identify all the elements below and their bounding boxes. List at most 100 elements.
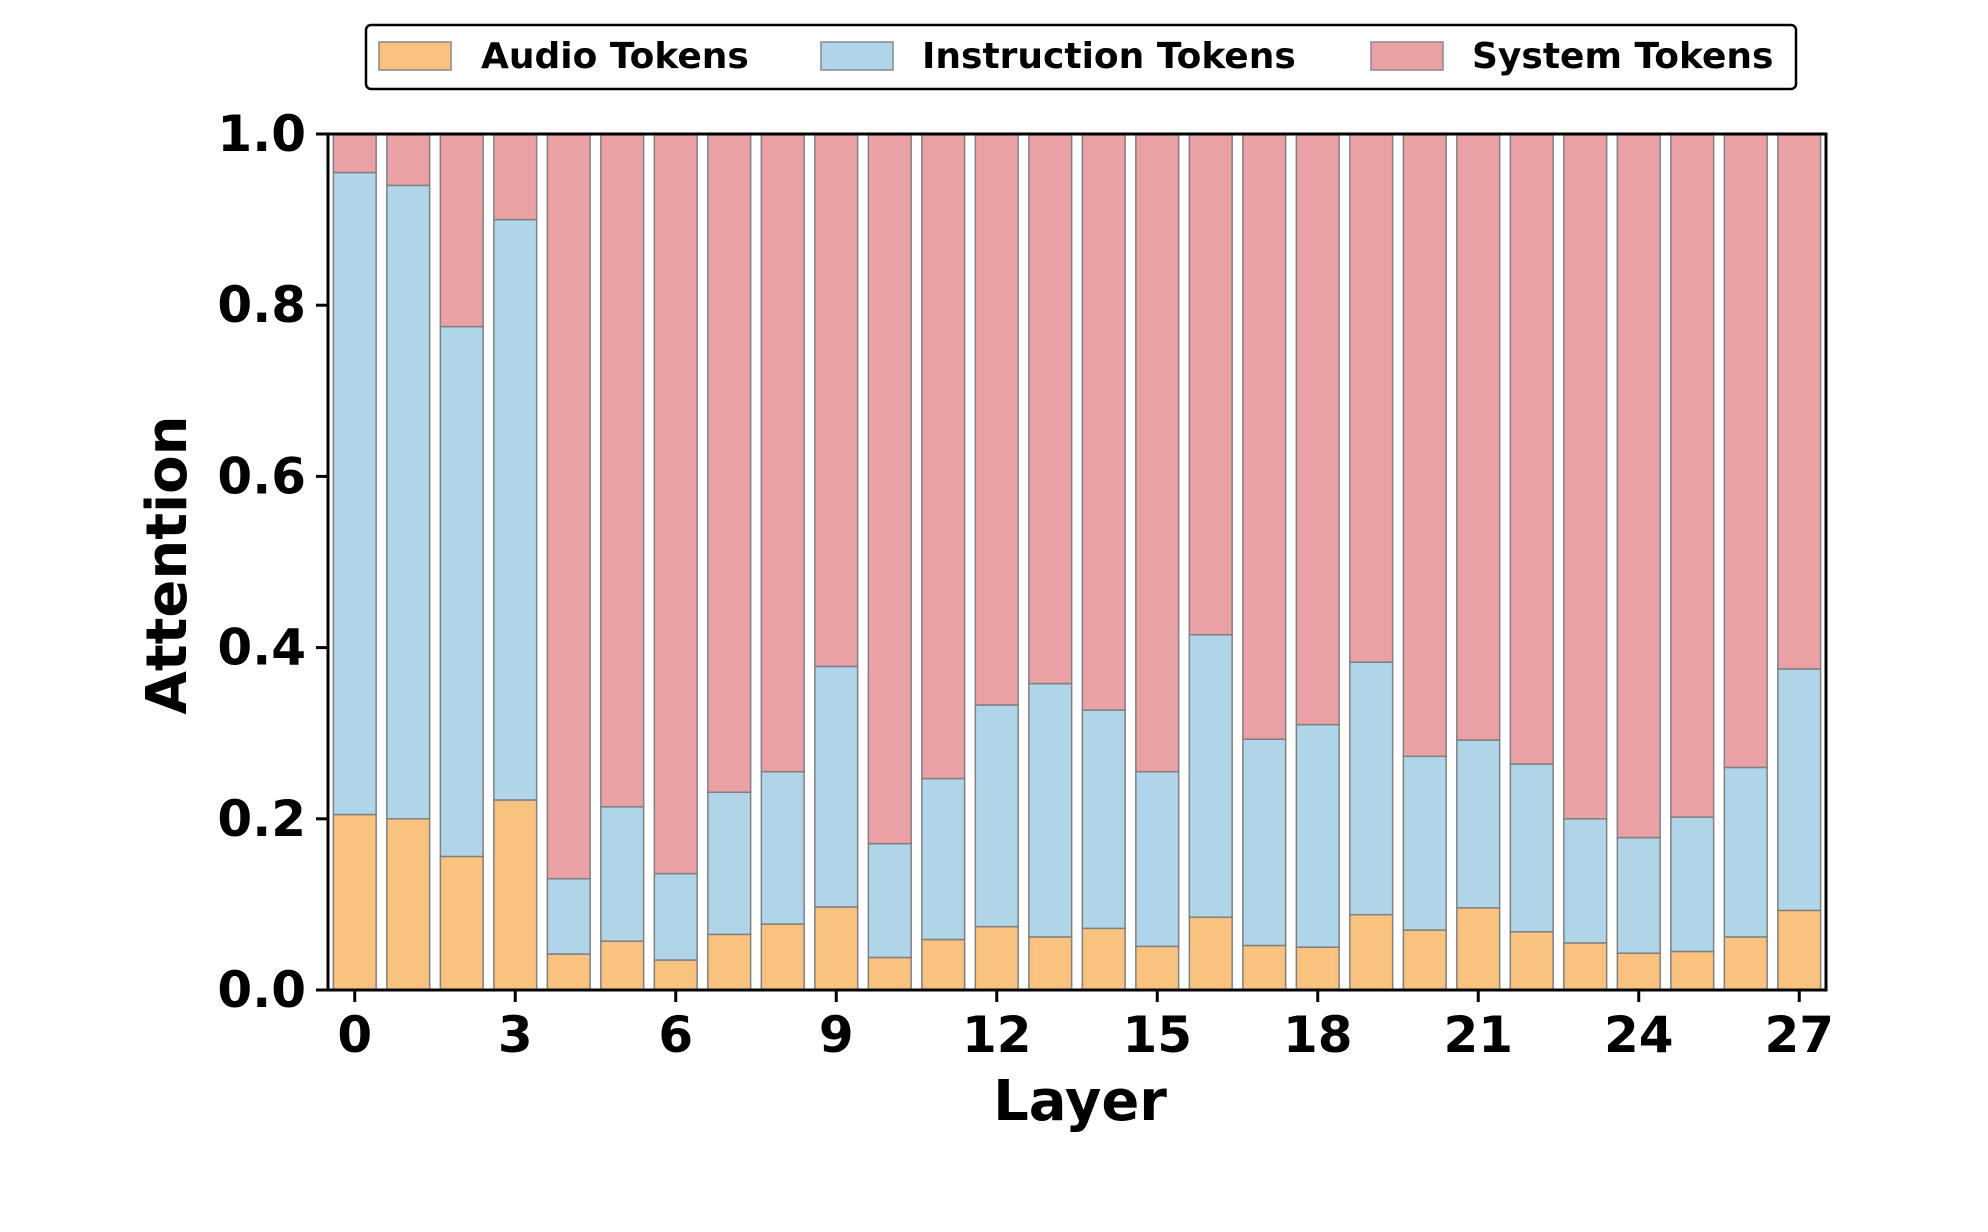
bar-instruction-tokens-layer-12 — [974, 704, 1019, 928]
bar-audio-tokens-layer-3 — [493, 799, 538, 991]
bar-audio-tokens-layer-0 — [332, 813, 377, 991]
bar-instruction-tokens-layer-15 — [1135, 770, 1180, 948]
legend-frame — [364, 23, 1798, 91]
legend-label-instruction-tokens: Instruction Tokens — [922, 36, 1296, 77]
y-tick-label: 0.0 — [217, 961, 306, 1019]
bar-system-tokens-layer-24 — [1616, 133, 1661, 839]
bar-audio-tokens-layer-6 — [653, 959, 698, 991]
legend-label-system-tokens: System Tokens — [1472, 36, 1773, 77]
bar-instruction-tokens-layer-2 — [439, 325, 484, 858]
x-axis-ticks: 0 3 6 9 12 15 18 21 24 27 — [337, 990, 1834, 1064]
bar-instruction-tokens-layer-19 — [1349, 661, 1394, 916]
bar-system-tokens-layer-4 — [546, 133, 591, 880]
x-tick-label: 0 — [337, 1006, 372, 1064]
bar-system-tokens-layer-3 — [493, 133, 538, 221]
bar-system-tokens-layer-5 — [600, 133, 645, 808]
bar-audio-tokens-layer-12 — [974, 925, 1019, 991]
bar-audio-tokens-layer-1 — [386, 818, 431, 991]
bar-audio-tokens-layer-5 — [600, 940, 645, 991]
bar-system-tokens-layer-0 — [332, 133, 377, 174]
x-tick-label: 6 — [658, 1006, 693, 1064]
y-tick-label: 0.8 — [217, 276, 306, 334]
bar-instruction-tokens-layer-16 — [1188, 634, 1233, 918]
bar-instruction-tokens-layer-7 — [707, 791, 752, 936]
bar-system-tokens-layer-25 — [1670, 133, 1715, 818]
bar-audio-tokens-layer-15 — [1135, 945, 1180, 991]
bar-system-tokens-layer-11 — [921, 133, 966, 780]
bar-system-tokens-layer-7 — [707, 133, 752, 794]
bar-audio-tokens-layer-14 — [1081, 927, 1126, 991]
y-axis-label: Attention — [135, 415, 200, 714]
bar-audio-tokens-layer-24 — [1616, 952, 1661, 991]
bar-audio-tokens-layer-18 — [1295, 946, 1340, 991]
bar-audio-tokens-layer-22 — [1509, 931, 1554, 991]
bar-system-tokens-layer-22 — [1509, 133, 1554, 765]
bar-instruction-tokens-layer-10 — [867, 842, 912, 959]
bar-audio-tokens-layer-17 — [1242, 944, 1287, 991]
bar-system-tokens-layer-27 — [1777, 133, 1822, 670]
x-tick-label: 21 — [1443, 1006, 1513, 1064]
legend-swatch-audio-tokens — [378, 41, 452, 71]
y-tick-label: 1.0 — [217, 105, 306, 163]
bar-system-tokens-layer-21 — [1456, 133, 1501, 741]
x-tick-label: 12 — [962, 1006, 1032, 1064]
bar-system-tokens-layer-9 — [814, 133, 859, 668]
bar-system-tokens-layer-17 — [1242, 133, 1287, 740]
bar-instruction-tokens-layer-3 — [493, 218, 538, 801]
bar-system-tokens-layer-23 — [1563, 133, 1608, 820]
bar-system-tokens-layer-15 — [1135, 133, 1180, 773]
bar-instruction-tokens-layer-0 — [332, 171, 377, 816]
bar-audio-tokens-layer-27 — [1777, 909, 1822, 991]
bar-instruction-tokens-layer-23 — [1563, 818, 1608, 944]
x-tick-label: 24 — [1604, 1006, 1674, 1064]
bar-audio-tokens-layer-2 — [439, 855, 484, 991]
bars-layer — [332, 133, 1822, 991]
bar-instruction-tokens-layer-14 — [1081, 709, 1126, 930]
x-tick-label: 9 — [819, 1006, 854, 1064]
bar-instruction-tokens-layer-24 — [1616, 836, 1661, 954]
bar-audio-tokens-layer-21 — [1456, 907, 1501, 991]
bar-system-tokens-layer-8 — [760, 133, 805, 773]
bar-instruction-tokens-layer-5 — [600, 806, 645, 942]
bar-audio-tokens-layer-10 — [867, 956, 912, 991]
bar-system-tokens-layer-2 — [439, 133, 484, 328]
bar-audio-tokens-layer-4 — [546, 953, 591, 991]
bar-instruction-tokens-layer-26 — [1723, 766, 1768, 938]
bar-instruction-tokens-layer-17 — [1242, 738, 1287, 947]
bar-audio-tokens-layer-26 — [1723, 936, 1768, 991]
bar-instruction-tokens-layer-20 — [1402, 755, 1447, 931]
bar-system-tokens-layer-20 — [1402, 133, 1447, 758]
x-tick-label: 27 — [1764, 1006, 1834, 1064]
bar-instruction-tokens-layer-1 — [386, 184, 431, 820]
y-tick-label: 0.2 — [217, 790, 306, 848]
bar-audio-tokens-layer-19 — [1349, 913, 1394, 991]
bar-system-tokens-layer-6 — [653, 133, 698, 875]
bar-instruction-tokens-layer-4 — [546, 877, 591, 955]
bar-audio-tokens-layer-9 — [814, 906, 859, 991]
bar-instruction-tokens-layer-9 — [814, 665, 859, 908]
bar-audio-tokens-layer-25 — [1670, 950, 1715, 991]
y-tick-label: 0.4 — [217, 619, 306, 677]
bar-system-tokens-layer-1 — [386, 133, 431, 187]
bar-system-tokens-layer-19 — [1349, 133, 1394, 663]
x-tick-label: 18 — [1283, 1006, 1353, 1064]
bar-system-tokens-layer-10 — [867, 133, 912, 845]
bar-instruction-tokens-layer-6 — [653, 872, 698, 961]
bar-instruction-tokens-layer-18 — [1295, 723, 1340, 948]
bar-instruction-tokens-layer-25 — [1670, 816, 1715, 953]
bar-audio-tokens-layer-7 — [707, 933, 752, 991]
bar-instruction-tokens-layer-11 — [921, 777, 966, 941]
x-tick-label: 3 — [498, 1006, 533, 1064]
bar-audio-tokens-layer-16 — [1188, 916, 1233, 991]
bar-instruction-tokens-layer-21 — [1456, 739, 1501, 909]
legend-swatch-system-tokens — [1370, 41, 1444, 71]
x-axis-label: Layer — [993, 1069, 1167, 1134]
bar-system-tokens-layer-14 — [1081, 133, 1126, 711]
bar-instruction-tokens-layer-22 — [1509, 763, 1554, 933]
bar-system-tokens-layer-13 — [1028, 133, 1073, 685]
legend: Audio Tokens Instruction Tokens System T… — [364, 23, 1798, 91]
legend-swatch-instruction-tokens — [820, 41, 894, 71]
bar-audio-tokens-layer-23 — [1563, 942, 1608, 991]
bar-audio-tokens-layer-13 — [1028, 936, 1073, 991]
x-tick-label: 15 — [1122, 1006, 1192, 1064]
